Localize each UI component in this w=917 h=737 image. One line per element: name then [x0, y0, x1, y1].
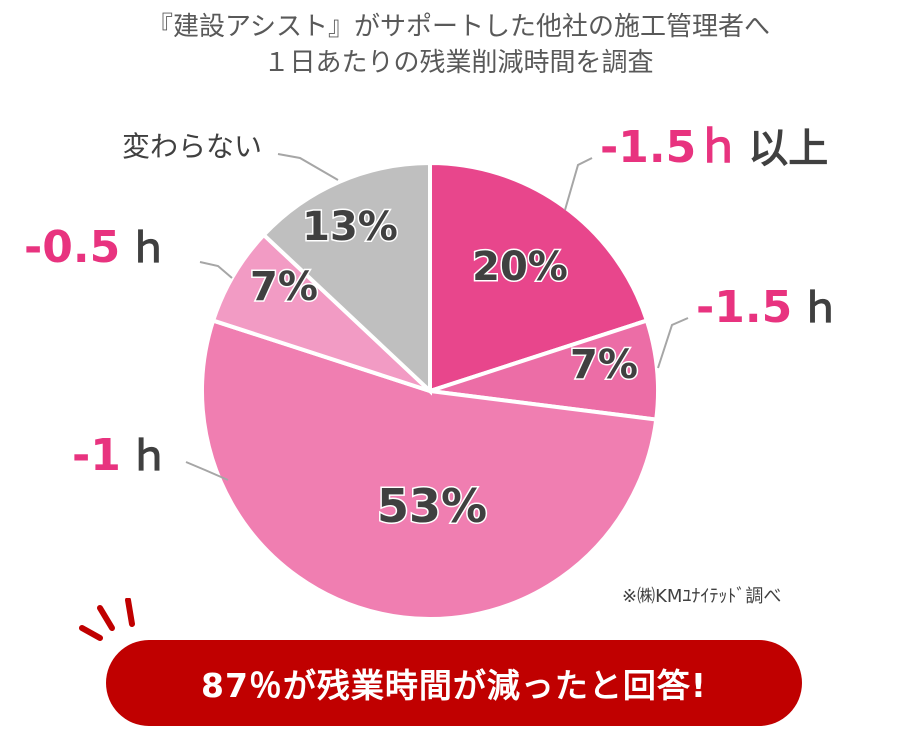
source-note: ※㈱KMﾕﾅｲﾃｯﾄﾞ調べ — [622, 586, 782, 607]
chart-title-line2: １日あたりの残業削減時間を調査 — [263, 48, 654, 78]
slice-category-label: -0.5 ｈ — [24, 222, 168, 273]
leader-line — [277, 153, 339, 181]
leader-line — [199, 261, 233, 279]
slice-percent-label: 53% — [377, 479, 487, 533]
slice-percent-label: 7% — [570, 342, 638, 388]
slice-category-label: -1.5 ｈ — [696, 282, 840, 333]
leader-line — [657, 317, 689, 369]
slice-percent-label: 20% — [472, 244, 568, 290]
leader-line — [185, 461, 229, 481]
leader-line — [564, 157, 593, 211]
slice-category-label: -1.5ｈ 以上 — [600, 122, 828, 173]
summary-banner: 87％が残業時間が減ったと回答! — [106, 640, 802, 726]
pie-slice — [260, 160, 432, 396]
pie-slice — [428, 160, 650, 394]
pie-slice — [200, 318, 659, 621]
chart-title-line1: 『建設アシスト』がサポートした他社の施工管理者へ — [147, 12, 770, 42]
emphasis-lines-icon — [79, 598, 135, 641]
slice-percent-label: 7% — [250, 264, 318, 310]
slice-percent-label: 13% — [302, 204, 398, 250]
slice-category-label: -1 ｈ — [72, 430, 169, 481]
slice-category-label: 変わらない — [122, 130, 262, 163]
